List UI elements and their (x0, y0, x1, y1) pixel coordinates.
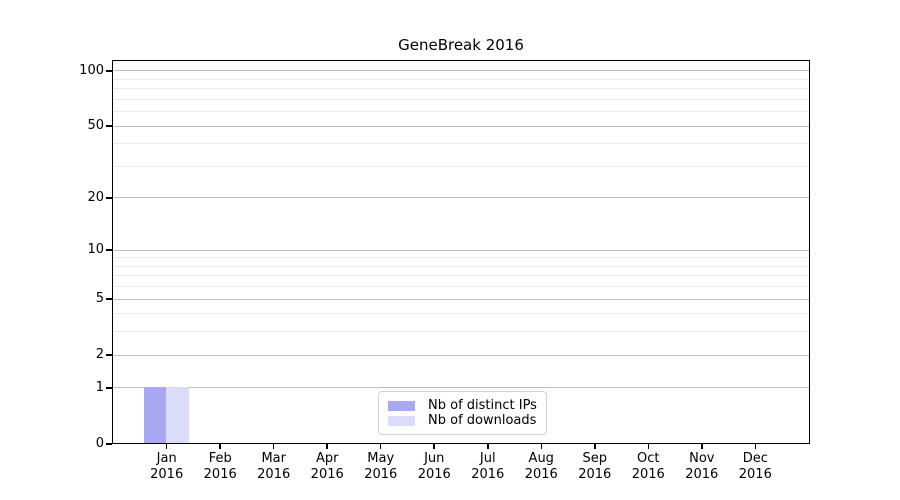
x-tick-mark (647, 444, 650, 449)
gridline-minor (113, 286, 809, 288)
gridline-major (113, 125, 809, 127)
x-tick-mark (433, 444, 435, 449)
y-axis-tick-label: 2 (95, 347, 104, 363)
y-tick-mark (106, 70, 112, 72)
y-axis-tick-label: 50 (87, 118, 104, 134)
gridline-major (113, 197, 809, 199)
gridline-minor (113, 275, 809, 277)
gridline-minor (113, 313, 809, 315)
x-axis-tick-label: Nov 2016 (685, 451, 719, 482)
x-axis-tick-label: Apr 2016 (310, 451, 344, 482)
y-axis-tick-label: 20 (87, 189, 104, 205)
y-axis-tick-label: 100 (79, 62, 104, 78)
x-axis-tick-label: Aug 2016 (524, 451, 558, 482)
x-axis-tick-label: May 2016 (364, 451, 398, 482)
x-axis-tick-label: Jun 2016 (417, 451, 451, 482)
legend-swatch-distinct-ips-icon (388, 400, 415, 411)
x-tick-mark (701, 444, 703, 449)
gridline-major (113, 298, 809, 300)
x-tick-mark (272, 444, 275, 449)
plot-area (112, 60, 810, 444)
gridline-major (113, 387, 809, 389)
chart-title: GeneBreak 2016 (398, 36, 524, 54)
x-axis-tick-label: Jan 2016 (150, 451, 184, 482)
gridline-minor (113, 143, 809, 145)
y-tick-mark (106, 354, 112, 356)
legend-item-downloads: Nb of downloads (388, 413, 537, 428)
x-tick-mark (379, 444, 382, 449)
gridline-minor (113, 78, 809, 80)
y-tick-mark (106, 298, 112, 300)
x-tick-mark (540, 444, 542, 449)
x-axis-tick-label: Feb 2016 (203, 451, 237, 482)
x-tick-mark (326, 444, 328, 449)
x-axis-tick-label: Mar 2016 (257, 451, 291, 482)
gridline-major (113, 249, 809, 251)
y-axis-tick-label: 1 (95, 379, 104, 395)
gridline-minor (113, 331, 809, 333)
y-tick-mark (106, 387, 112, 389)
x-tick-mark (594, 444, 596, 449)
legend: Nb of distinct IPs Nb of downloads (378, 391, 547, 435)
y-tick-mark (106, 443, 112, 445)
x-tick-mark (487, 444, 489, 449)
legend-item-distinct-ips: Nb of distinct IPs (388, 398, 537, 413)
gridline-minor (113, 165, 809, 167)
y-tick-mark (106, 125, 112, 127)
gridline-minor (113, 111, 809, 113)
bar-downloads (166, 387, 189, 443)
y-axis-tick-label: 5 (95, 291, 104, 307)
y-axis-tick-label: 10 (87, 242, 104, 258)
y-tick-mark (106, 249, 112, 251)
y-tick-mark (106, 197, 112, 199)
gridline-minor (113, 88, 809, 90)
gridline-minor (113, 265, 809, 267)
y-axis-tick-label: 0 (95, 436, 104, 451)
gridline-minor (113, 98, 809, 100)
x-axis-tick-label: Dec 2016 (738, 451, 772, 482)
x-axis-tick-label: Oct 2016 (631, 451, 665, 482)
bar-distinct-ips (143, 387, 167, 443)
x-axis-tick-label: Sep 2016 (578, 451, 612, 482)
legend-label-distinct-ips: Nb of distinct IPs (428, 398, 537, 413)
x-tick-mark (165, 444, 168, 449)
legend-swatch-downloads-icon (388, 415, 415, 426)
gridline-major (113, 354, 809, 356)
legend-label-downloads: Nb of downloads (428, 413, 537, 428)
gridline-major (113, 70, 809, 72)
x-tick-mark (754, 444, 757, 449)
x-axis-tick-label: Jul 2016 (471, 451, 505, 482)
x-tick-mark (219, 444, 221, 449)
gridline-minor (113, 257, 809, 259)
